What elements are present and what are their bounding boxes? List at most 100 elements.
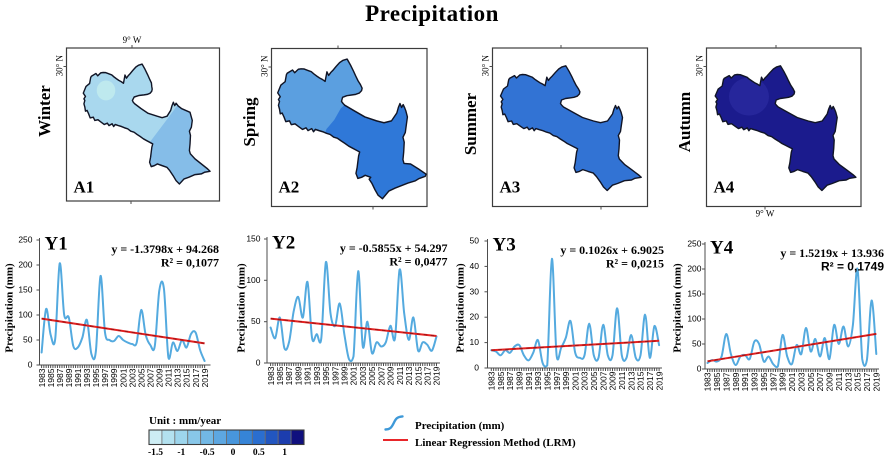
svg-text:2015: 2015 (853, 372, 863, 391)
svg-text:50: 50 (251, 316, 261, 326)
svg-text:1991: 1991 (73, 368, 83, 387)
svg-text:A2: A2 (279, 177, 300, 196)
svg-text:2001: 2001 (118, 368, 128, 387)
svg-text:2009: 2009 (386, 366, 396, 385)
svg-text:30: 30 (470, 286, 480, 296)
svg-text:2013: 2013 (626, 371, 636, 390)
svg-text:50: 50 (692, 339, 702, 349)
svg-text:2017: 2017 (645, 371, 655, 390)
svg-text:1989: 1989 (293, 366, 303, 385)
svg-text:2009: 2009 (608, 371, 618, 390)
svg-text:1987: 1987 (55, 368, 65, 387)
svg-text:2019: 2019 (200, 368, 210, 387)
svg-text:1987: 1987 (722, 372, 732, 391)
svg-text:Precipitation (mm): Precipitation (mm) (454, 263, 466, 353)
svg-text:2007: 2007 (376, 366, 386, 385)
svg-text:2007: 2007 (146, 368, 156, 387)
svg-text:2017: 2017 (423, 366, 433, 385)
svg-text:-0.5: -0.5 (200, 448, 215, 458)
svg-text:2005: 2005 (367, 366, 377, 385)
svg-text:2001: 2001 (349, 366, 359, 385)
svg-text:Linear Regression Method (LRM): Linear Regression Method (LRM) (415, 437, 576, 449)
svg-text:10: 10 (470, 337, 480, 347)
svg-text:-1: -1 (177, 448, 185, 458)
svg-text:2013: 2013 (404, 366, 414, 385)
svg-text:R² = 0,1077: R² = 0,1077 (161, 256, 219, 270)
svg-text:1989: 1989 (515, 371, 525, 390)
svg-text:Y2: Y2 (272, 233, 295, 254)
svg-text:0: 0 (474, 363, 479, 373)
svg-text:Summer: Summer (461, 92, 480, 155)
svg-text:2009: 2009 (825, 372, 835, 391)
svg-text:30° N: 30° N (695, 55, 705, 77)
svg-text:2001: 2001 (570, 371, 580, 390)
svg-text:0: 0 (256, 358, 261, 368)
svg-text:2003: 2003 (797, 372, 807, 391)
svg-text:1993: 1993 (312, 366, 322, 385)
svg-text:Y4: Y4 (710, 238, 734, 259)
svg-text:100: 100 (18, 310, 32, 320)
svg-text:1999: 1999 (109, 368, 119, 387)
svg-text:0: 0 (697, 364, 702, 374)
svg-text:2011: 2011 (395, 366, 405, 385)
svg-text:0: 0 (28, 360, 33, 370)
svg-text:2019: 2019 (432, 366, 442, 385)
svg-text:150: 150 (687, 289, 701, 299)
svg-text:0: 0 (231, 448, 236, 458)
svg-text:50: 50 (470, 236, 480, 246)
svg-text:1993: 1993 (750, 372, 760, 391)
svg-text:1985: 1985 (496, 371, 506, 390)
svg-text:1997: 1997 (330, 366, 340, 385)
svg-text:y = -0.5855x + 54.297: y = -0.5855x + 54.297 (340, 241, 448, 255)
svg-text:30° N: 30° N (55, 55, 65, 77)
svg-text:1995: 1995 (91, 368, 101, 387)
svg-text:1983: 1983 (487, 371, 497, 390)
svg-text:Precipitation (mm): Precipitation (mm) (672, 263, 684, 353)
svg-text:1993: 1993 (82, 368, 92, 387)
svg-text:2015: 2015 (636, 371, 646, 390)
svg-text:2013: 2013 (843, 372, 853, 391)
svg-text:Autumn: Autumn (675, 91, 694, 152)
svg-text:2017: 2017 (191, 368, 201, 387)
svg-text:A4: A4 (714, 177, 735, 196)
svg-text:2003: 2003 (580, 371, 590, 390)
svg-text:100: 100 (687, 314, 701, 324)
svg-text:A3: A3 (500, 177, 521, 196)
svg-text:2007: 2007 (815, 372, 825, 391)
svg-text:2003: 2003 (127, 368, 137, 387)
svg-text:9° W: 9° W (123, 35, 142, 45)
svg-text:Precipitation (mm): Precipitation (mm) (415, 420, 505, 432)
svg-text:Precipitation: Precipitation (365, 1, 499, 26)
svg-text:150: 150 (18, 285, 32, 295)
svg-text:2005: 2005 (806, 372, 816, 391)
svg-text:1997: 1997 (100, 368, 110, 387)
svg-text:250: 250 (18, 235, 32, 245)
svg-text:1995: 1995 (759, 372, 769, 391)
svg-text:2009: 2009 (155, 368, 165, 387)
svg-text:y = -1.3798x + 94.268: y = -1.3798x + 94.268 (111, 242, 219, 256)
svg-text:1983: 1983 (37, 368, 47, 387)
svg-text:R² = 0,1749: R² = 0,1749 (821, 260, 884, 274)
svg-text:30° N: 30° N (481, 55, 491, 77)
svg-text:1991: 1991 (740, 372, 750, 391)
svg-text:1999: 1999 (561, 371, 571, 390)
svg-text:1: 1 (282, 448, 287, 458)
svg-text:y = 0.1026x + 6.9025: y = 0.1026x + 6.9025 (560, 243, 664, 257)
svg-text:200: 200 (18, 260, 32, 270)
svg-text:2005: 2005 (589, 371, 599, 390)
svg-text:Spring: Spring (240, 97, 259, 147)
svg-text:1999: 1999 (778, 372, 788, 391)
svg-text:1985: 1985 (275, 366, 285, 385)
svg-text:2017: 2017 (862, 372, 872, 391)
svg-text:150: 150 (246, 234, 260, 244)
svg-text:50: 50 (23, 335, 33, 345)
svg-text:2019: 2019 (654, 371, 664, 390)
svg-text:2005: 2005 (136, 368, 146, 387)
svg-text:1997: 1997 (552, 371, 562, 390)
svg-text:200: 200 (687, 264, 701, 274)
svg-text:1995: 1995 (321, 366, 331, 385)
svg-text:Precipitation (mm): Precipitation (mm) (4, 263, 16, 353)
svg-text:-1.5: -1.5 (148, 448, 163, 458)
svg-text:2015: 2015 (182, 368, 192, 387)
svg-text:A1: A1 (74, 177, 95, 196)
